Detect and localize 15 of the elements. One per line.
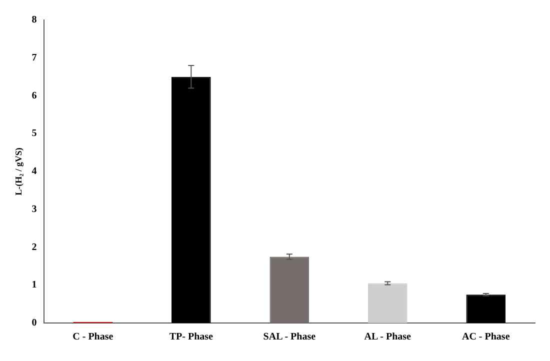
y-tick-label: 5 xyxy=(32,128,37,140)
y-tick-label: 4 xyxy=(32,166,37,178)
y-tick-label: 3 xyxy=(32,204,37,215)
x-tick-label: C - Phase xyxy=(72,332,114,343)
y-axis-title: L-(H₂ / gVS) xyxy=(14,148,24,196)
y-tick-label: 7 xyxy=(32,52,37,64)
y-tick-label: 0 xyxy=(32,318,37,329)
y-tick-label: 2 xyxy=(32,242,37,253)
x-tick-label: SAL - Phase xyxy=(263,332,316,343)
x-tick-label: AC - Phase xyxy=(462,332,510,343)
y-tick-label: 1 xyxy=(32,280,37,291)
x-tick-label: TP- Phase xyxy=(169,332,214,343)
y-tick-label: 6 xyxy=(32,90,37,102)
x-tick-label: AL - Phase xyxy=(364,332,412,343)
y-tick-label: 8 xyxy=(32,14,37,26)
